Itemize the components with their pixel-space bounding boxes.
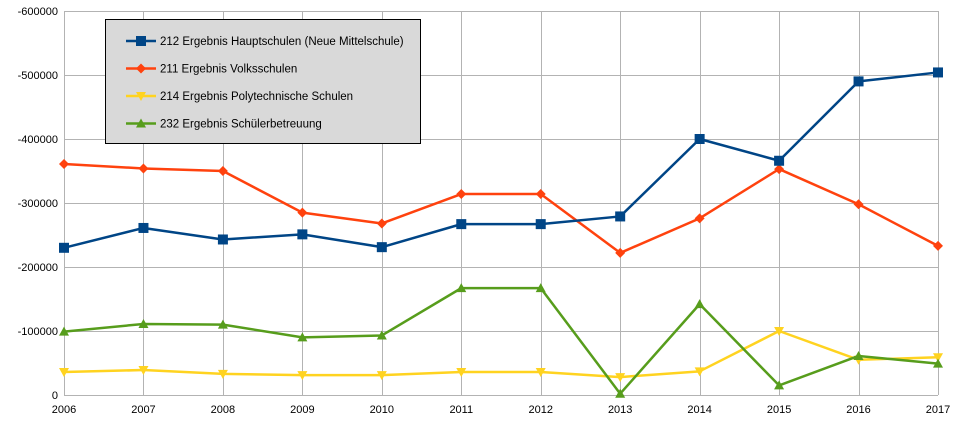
data-point [774,164,785,175]
x-tick-label: 2016 [846,404,870,416]
data-point [217,319,228,329]
data-point [853,76,864,87]
data-point [217,234,228,245]
x-tick-label: 2015 [767,404,791,416]
data-point [774,155,785,166]
data-point [535,283,546,293]
y-tick-label: -300000 [18,198,58,210]
legend-marker [136,92,146,101]
legend-entry: 212 Ergebnis Hauptschulen (Neue Mittelsc… [126,36,404,48]
x-tick-label: 2006 [52,404,76,416]
data-point [535,219,546,230]
x-tick-label: 2011 [449,404,473,416]
data-point [297,332,308,342]
legend-entry: 211 Ergebnis Volksschulen [126,63,297,76]
legend: 212 Ergebnis Hauptschulen (Neue Mittelsc… [105,19,421,144]
legend-label: 214 Ergebnis Polytechnische Schulen [160,91,353,103]
data-point [853,350,864,360]
data-point [694,367,705,377]
data-point [694,134,705,144]
data-point [535,367,546,377]
legend-label: 212 Ergebnis Hauptschulen (Neue Mittelsc… [160,36,404,48]
legend-marker [136,63,146,74]
data-point [694,213,705,224]
series-4 [59,283,943,398]
data-point [138,163,149,174]
data-point [376,371,387,381]
data-point [59,158,69,169]
data-point [59,242,69,253]
y-tick-label: -400000 [18,134,58,146]
data-point [774,327,785,336]
y-axis-tick-labels: 0 -100000 -200000 -300000 -400000 -500000 -600… [18,6,58,402]
legend-box [105,19,421,144]
data-point [615,373,626,383]
data-point [297,371,308,381]
data-point [217,166,228,176]
y-tick-label: -100000 [18,326,58,338]
series-lines [59,67,943,398]
series-line [63,162,939,255]
data-point [297,207,308,218]
y-tick-label: -600000 [18,6,58,18]
data-point [933,240,943,251]
data-point [138,222,149,233]
x-tick-label: 2009 [290,404,314,416]
data-point [376,330,387,340]
legend-entry: 232 Ergebnis Schülerbetreuung [126,118,322,131]
data-point [138,318,149,328]
data-point [59,326,69,336]
data-point [933,67,943,78]
data-point [694,299,705,309]
legend-entry: 214 Ergebnis Polytechnische Schulen [126,91,353,103]
x-tick-label: 2017 [926,404,950,416]
legend-label: 232 Ergebnis Schülerbetreuung [160,119,322,131]
series-2 [59,158,943,258]
data-point [59,367,69,377]
data-point [217,369,228,379]
x-tick-label: 2013 [608,404,632,416]
data-point [933,358,943,368]
series-line [63,286,939,395]
data-point [933,353,943,363]
legend-marker [136,36,146,46]
data-point [456,219,467,230]
x-tick-label: 2012 [528,404,552,416]
series-line [63,71,939,250]
data-point [297,229,308,240]
y-tick-label: 0 [52,390,58,402]
series-line [63,329,939,379]
data-point [615,211,626,222]
x-tick-label: 2010 [370,404,394,416]
data-point [774,380,785,390]
x-tick-label: 2008 [211,404,235,416]
data-point [535,189,546,200]
legend-marker [136,118,146,128]
data-point [615,388,626,398]
data-point [376,242,387,253]
series-1 [59,67,943,253]
legend-label: 211 Ergebnis Volksschulen [160,64,297,76]
x-axis-tick-labels: 2006 2007 2008 2009 2010 2011 2012 2013 2014 2015… [52,404,950,416]
data-point [456,367,467,377]
data-point [376,218,387,229]
x-tick-label: 2007 [131,404,155,416]
data-point [456,283,467,293]
data-point [138,366,149,376]
x-tick-label: 2014 [687,404,711,416]
y-tick-label: -500000 [18,70,58,82]
data-point [615,247,626,258]
y-tick-label: -200000 [18,262,58,274]
data-point [456,189,467,200]
data-point [853,199,864,210]
